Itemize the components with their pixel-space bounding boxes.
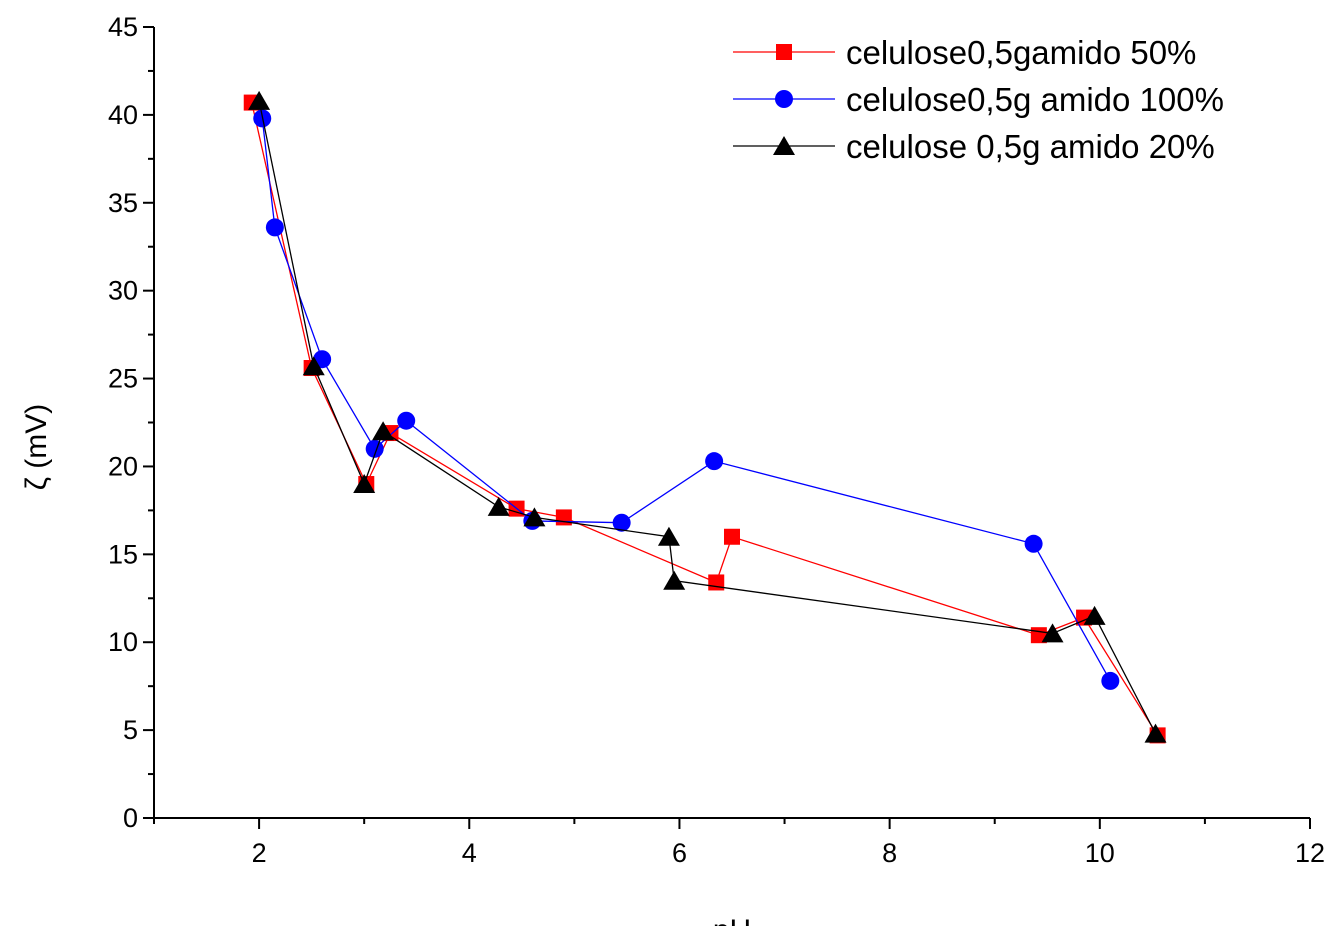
- data-point: [1144, 723, 1167, 743]
- data-point: [1101, 671, 1120, 690]
- y-tick-label: 10: [108, 627, 138, 657]
- y-tick-label: 20: [108, 451, 138, 481]
- data-point: [705, 452, 724, 471]
- legend-marker: [776, 44, 792, 60]
- data-point: [708, 574, 725, 591]
- y-tick-label: 5: [123, 715, 138, 745]
- series-3: [248, 90, 1167, 743]
- legend-item: celulose0,5g amido 100%: [733, 81, 1224, 118]
- x-axis-title: pH: [713, 914, 751, 926]
- series-line: [261, 118, 1111, 682]
- series-line: [251, 102, 1159, 736]
- data-point: [724, 528, 740, 545]
- x-tick-label: 2: [252, 838, 267, 868]
- x-tick-label: 6: [672, 838, 687, 868]
- x-tick-label: 4: [462, 838, 477, 868]
- legend-label: celulose0,5g amido 100%: [846, 81, 1224, 118]
- data-point: [663, 570, 686, 590]
- x-tick-label: 12: [1295, 838, 1325, 868]
- data-point: [523, 507, 546, 527]
- data-point: [365, 439, 384, 458]
- data-point: [265, 218, 284, 237]
- data-point: [487, 496, 510, 516]
- data-point: [353, 474, 376, 494]
- series-layer: [243, 90, 1167, 744]
- series-1: [243, 94, 1166, 744]
- x-tick-label: 8: [882, 838, 897, 868]
- y-tick-label: 15: [108, 539, 138, 569]
- y-tick-label: 35: [108, 188, 138, 218]
- y-tick-label: 45: [108, 12, 138, 42]
- y-tick-label: 30: [108, 276, 138, 306]
- legend: celulose0,5gamido 50% celulose0,5g amido …: [733, 34, 1224, 165]
- series-line: [258, 100, 1157, 734]
- legend-item: celulose0,5gamido 50%: [733, 34, 1196, 71]
- data-point: [397, 411, 416, 430]
- y-tick-label: 40: [108, 100, 138, 130]
- y-tick-label: 0: [123, 803, 138, 833]
- y-axis-title: ζ (mV): [20, 404, 53, 491]
- data-point: [1041, 623, 1064, 643]
- legend-marker: [773, 136, 795, 155]
- data-point: [1024, 534, 1043, 553]
- data-point: [248, 90, 271, 110]
- legend-label: celulose 0,5g amido 20%: [846, 128, 1215, 165]
- data-point: [1083, 605, 1106, 625]
- data-point: [657, 526, 680, 546]
- legend-label: celulose0,5gamido 50%: [846, 34, 1196, 71]
- data-point: [612, 513, 631, 532]
- series-2: [253, 109, 1120, 690]
- legend-marker: [775, 90, 793, 108]
- data-point: [372, 421, 395, 441]
- data-point: [302, 356, 325, 376]
- x-tick-label: 10: [1085, 838, 1115, 868]
- axes: 2 4 6 8 10 12 0 5 10 15 20 25 30 35 40 45: [108, 12, 1325, 868]
- legend-item: celulose 0,5g amido 20%: [733, 128, 1215, 165]
- y-tick-label: 25: [108, 364, 138, 394]
